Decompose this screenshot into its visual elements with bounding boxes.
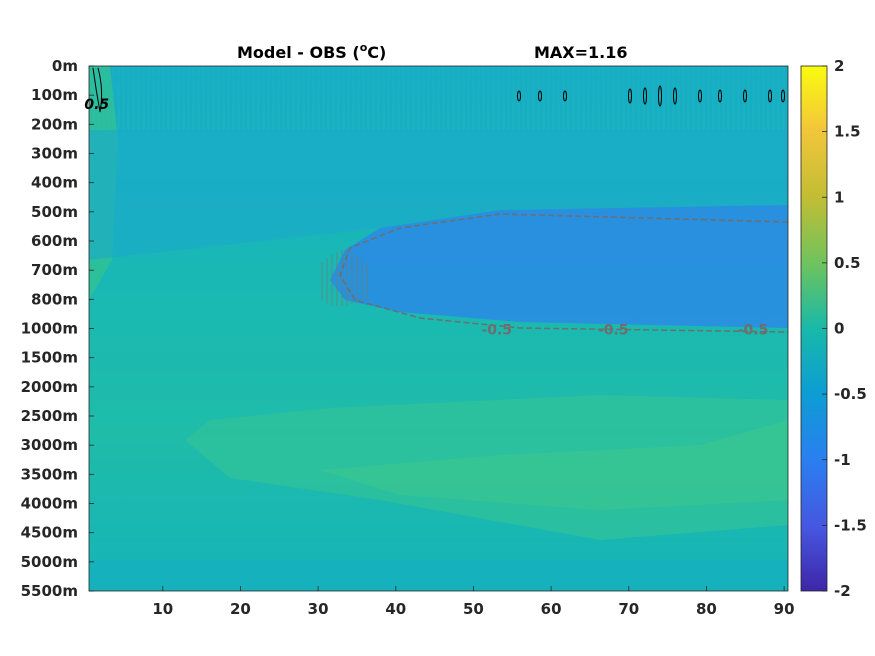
- colorbar-tick-label: -0.5: [834, 385, 867, 403]
- chart-title-main: Model - OBS (: [237, 43, 360, 62]
- contour-label: -0.5: [481, 323, 512, 339]
- colorbar-tick-label: 0.5: [834, 254, 861, 272]
- y-tick-label: 3000m: [21, 436, 78, 454]
- y-axis-tick-labels: 0m 100m 200m 300m 400m 500m 600m 700m 800m 1000m 1…: [21, 57, 94, 600]
- x-tick-label: 90: [774, 600, 795, 618]
- contour-label: -0.5: [738, 323, 769, 339]
- surface-positive-contours: [92, 67, 785, 113]
- y-tick-label: 400m: [31, 174, 78, 192]
- y-tick-label: 5000m: [21, 553, 78, 571]
- negative-contour-line: [339, 213, 788, 333]
- heatmap-plot-area: [89, 66, 788, 591]
- x-tick-label: 60: [541, 600, 562, 618]
- cold-core-region: [330, 205, 788, 328]
- x-tick-label: 40: [385, 600, 406, 618]
- y-tick-label: 600m: [31, 232, 78, 250]
- chart-title-degree: o: [360, 41, 368, 54]
- y-tick-label: 0m: [52, 57, 78, 75]
- contour-labels: 0.5 -0.5 -0.5 -0.5: [84, 97, 768, 338]
- x-tick-label: 80: [696, 600, 717, 618]
- y-tick-label: 2500m: [21, 407, 78, 425]
- cold-upper-band: [89, 130, 788, 260]
- colorbar-tick-label: 1.5: [834, 123, 861, 141]
- x-tick-label: 50: [463, 600, 484, 618]
- y-tick-label: 4000m: [21, 495, 78, 513]
- colorbar-tick-label: -2: [834, 582, 851, 600]
- y-tick-label: 800m: [31, 290, 78, 308]
- colorbar-tick-label: 2: [834, 57, 844, 75]
- x-axis-tick-labels: 10 20 30 40 50 60 70 80 90: [152, 586, 795, 618]
- colorbar-tick-label: -1.5: [834, 516, 867, 534]
- contour-label: -0.5: [598, 323, 629, 339]
- colorbar-tick-label: 1: [834, 188, 844, 206]
- y-tick-label: 1000m: [21, 320, 78, 338]
- y-tick-label: 300m: [31, 145, 78, 163]
- y-tick-label: 500m: [31, 203, 78, 221]
- bottom-cool-band: [89, 560, 788, 591]
- colorbar-tick-labels: 2 1.5 1 0.5 0 -0.5 -1 -1.5 -2: [822, 57, 867, 600]
- y-tick-label: 100m: [31, 86, 78, 104]
- x-tick-label: 20: [230, 600, 251, 618]
- cold-core-hatch: [321, 250, 368, 306]
- chart-title-unit: C): [367, 43, 386, 62]
- y-tick-label: 2000m: [21, 378, 78, 396]
- y-tick-label: 3500m: [21, 465, 78, 483]
- deep-warm-core: [320, 420, 788, 510]
- contour-label: 0.5: [84, 97, 109, 113]
- x-tick-label: 30: [308, 600, 329, 618]
- chart-title: Model - OBS (oC): [237, 41, 386, 62]
- y-tick-label: 700m: [31, 261, 78, 279]
- y-tick-label: 5500m: [21, 582, 78, 600]
- y-tick-label: 1500m: [21, 349, 78, 367]
- x-tick-label: 10: [152, 600, 173, 618]
- surface-stripe-band: [89, 66, 788, 131]
- y-tick-label: 200m: [31, 115, 78, 133]
- colorbar-tick-label: 0: [834, 320, 844, 338]
- max-label: MAX=1.16: [534, 43, 628, 62]
- y-tick-label: 4500m: [21, 524, 78, 542]
- x-tick-label: 70: [618, 600, 639, 618]
- colorbar-tick-label: -1: [834, 451, 851, 469]
